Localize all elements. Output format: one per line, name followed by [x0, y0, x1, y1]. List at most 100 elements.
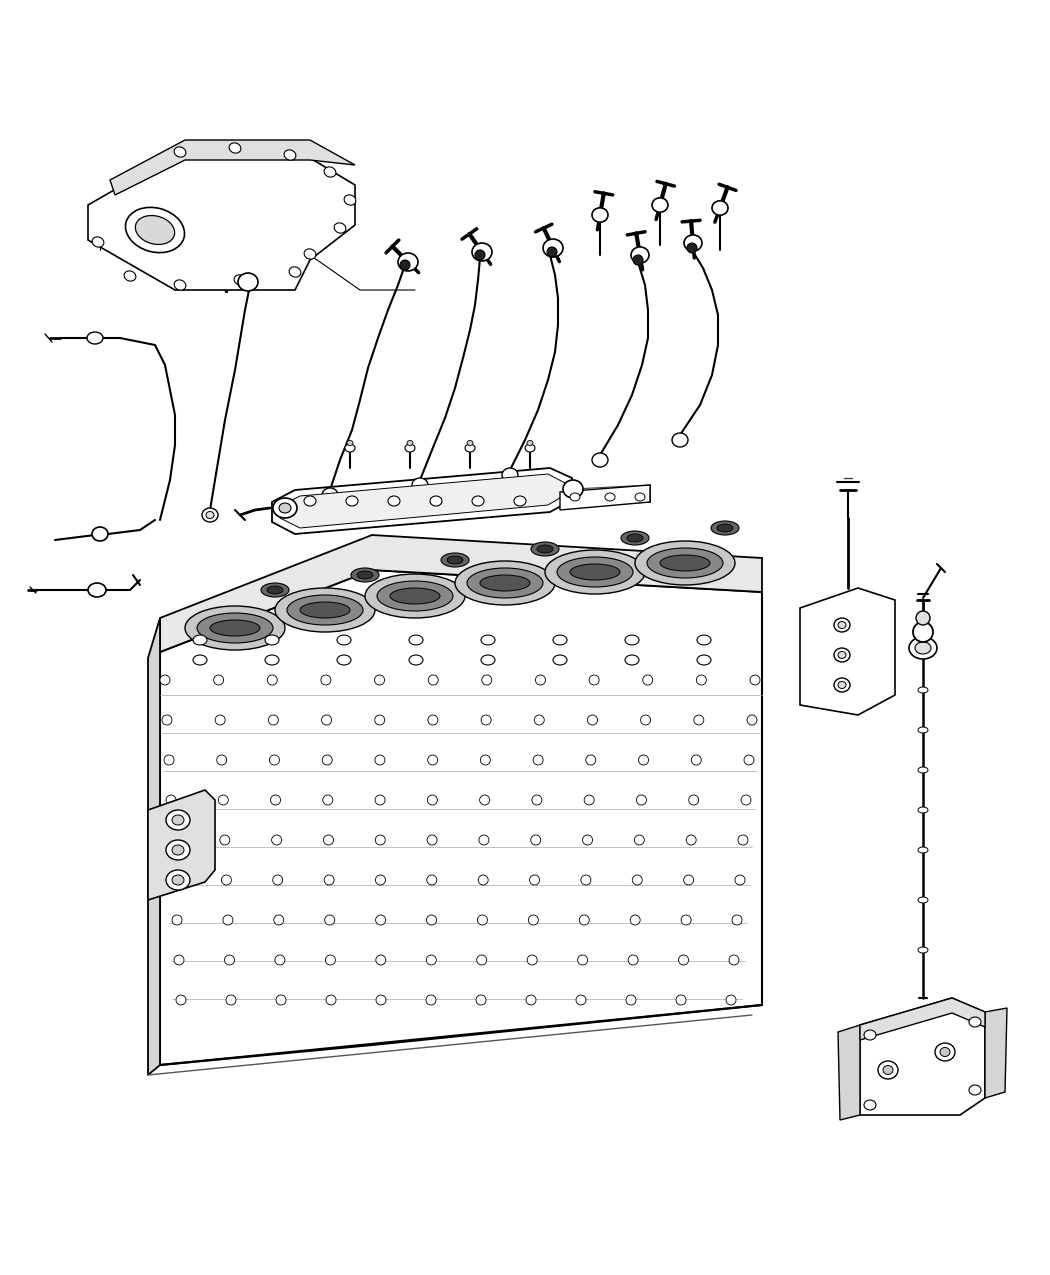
Ellipse shape: [580, 915, 589, 924]
Ellipse shape: [174, 147, 186, 157]
Ellipse shape: [174, 280, 186, 291]
Ellipse shape: [631, 247, 649, 263]
Ellipse shape: [467, 567, 543, 598]
Ellipse shape: [563, 479, 583, 499]
Ellipse shape: [969, 1017, 981, 1026]
Polygon shape: [280, 474, 565, 528]
Ellipse shape: [412, 478, 428, 492]
Ellipse shape: [376, 955, 385, 965]
Ellipse shape: [185, 606, 285, 650]
Ellipse shape: [322, 488, 338, 502]
Ellipse shape: [427, 835, 437, 845]
Ellipse shape: [634, 835, 645, 845]
Ellipse shape: [643, 674, 653, 685]
Ellipse shape: [626, 994, 636, 1005]
Ellipse shape: [213, 674, 224, 685]
Ellipse shape: [174, 955, 184, 965]
Ellipse shape: [711, 521, 739, 536]
Ellipse shape: [747, 715, 757, 725]
Ellipse shape: [592, 208, 608, 222]
Ellipse shape: [744, 755, 754, 765]
Ellipse shape: [272, 835, 281, 845]
Ellipse shape: [635, 541, 735, 585]
Ellipse shape: [475, 250, 485, 260]
Ellipse shape: [940, 1048, 950, 1057]
Ellipse shape: [717, 524, 733, 532]
Ellipse shape: [377, 581, 453, 611]
Ellipse shape: [273, 875, 282, 885]
Ellipse shape: [918, 847, 928, 853]
Ellipse shape: [279, 504, 291, 513]
Ellipse shape: [640, 715, 651, 725]
Ellipse shape: [287, 595, 363, 625]
Ellipse shape: [219, 835, 230, 845]
Ellipse shape: [531, 542, 559, 556]
Ellipse shape: [576, 994, 586, 1005]
Ellipse shape: [206, 511, 214, 519]
Ellipse shape: [427, 796, 438, 805]
Ellipse shape: [265, 655, 279, 666]
Ellipse shape: [578, 955, 588, 965]
Ellipse shape: [878, 1061, 898, 1079]
Ellipse shape: [738, 835, 748, 845]
Ellipse shape: [525, 444, 536, 453]
Ellipse shape: [261, 583, 289, 597]
Ellipse shape: [210, 620, 260, 636]
Ellipse shape: [691, 755, 701, 765]
Ellipse shape: [426, 955, 436, 965]
Ellipse shape: [124, 270, 135, 280]
Ellipse shape: [914, 622, 933, 643]
Ellipse shape: [883, 1066, 892, 1075]
Ellipse shape: [481, 635, 495, 645]
Ellipse shape: [322, 755, 332, 765]
Ellipse shape: [628, 955, 638, 965]
Ellipse shape: [476, 994, 486, 1005]
Ellipse shape: [647, 548, 723, 578]
Ellipse shape: [697, 655, 711, 666]
Ellipse shape: [275, 955, 285, 965]
Ellipse shape: [229, 143, 240, 153]
Ellipse shape: [681, 915, 691, 924]
Ellipse shape: [678, 955, 689, 965]
Ellipse shape: [472, 496, 484, 506]
Ellipse shape: [864, 1100, 876, 1111]
Ellipse shape: [726, 994, 736, 1005]
Ellipse shape: [87, 332, 103, 344]
Ellipse shape: [527, 955, 538, 965]
Ellipse shape: [514, 496, 526, 506]
Ellipse shape: [584, 796, 594, 805]
Ellipse shape: [526, 994, 536, 1005]
Ellipse shape: [324, 915, 335, 924]
Ellipse shape: [274, 915, 284, 924]
Ellipse shape: [909, 638, 937, 659]
Ellipse shape: [225, 955, 234, 965]
Ellipse shape: [304, 249, 316, 259]
Ellipse shape: [304, 496, 316, 506]
Ellipse shape: [533, 755, 543, 765]
Ellipse shape: [632, 875, 643, 885]
Ellipse shape: [635, 493, 645, 501]
Ellipse shape: [176, 994, 186, 1005]
Polygon shape: [110, 140, 355, 195]
Ellipse shape: [478, 915, 487, 924]
Ellipse shape: [934, 1043, 956, 1061]
Ellipse shape: [410, 635, 423, 645]
Ellipse shape: [376, 875, 385, 885]
Polygon shape: [838, 1025, 860, 1119]
Ellipse shape: [916, 611, 930, 625]
Ellipse shape: [621, 530, 649, 544]
Ellipse shape: [375, 755, 385, 765]
Ellipse shape: [197, 613, 273, 643]
Ellipse shape: [528, 915, 539, 924]
Ellipse shape: [732, 915, 742, 924]
Ellipse shape: [166, 870, 190, 890]
Ellipse shape: [398, 252, 418, 272]
Ellipse shape: [652, 198, 668, 212]
Ellipse shape: [918, 768, 928, 773]
Ellipse shape: [477, 955, 487, 965]
Ellipse shape: [472, 244, 492, 261]
Polygon shape: [985, 1009, 1007, 1098]
Ellipse shape: [918, 947, 928, 952]
Ellipse shape: [193, 655, 207, 666]
Ellipse shape: [915, 643, 931, 654]
